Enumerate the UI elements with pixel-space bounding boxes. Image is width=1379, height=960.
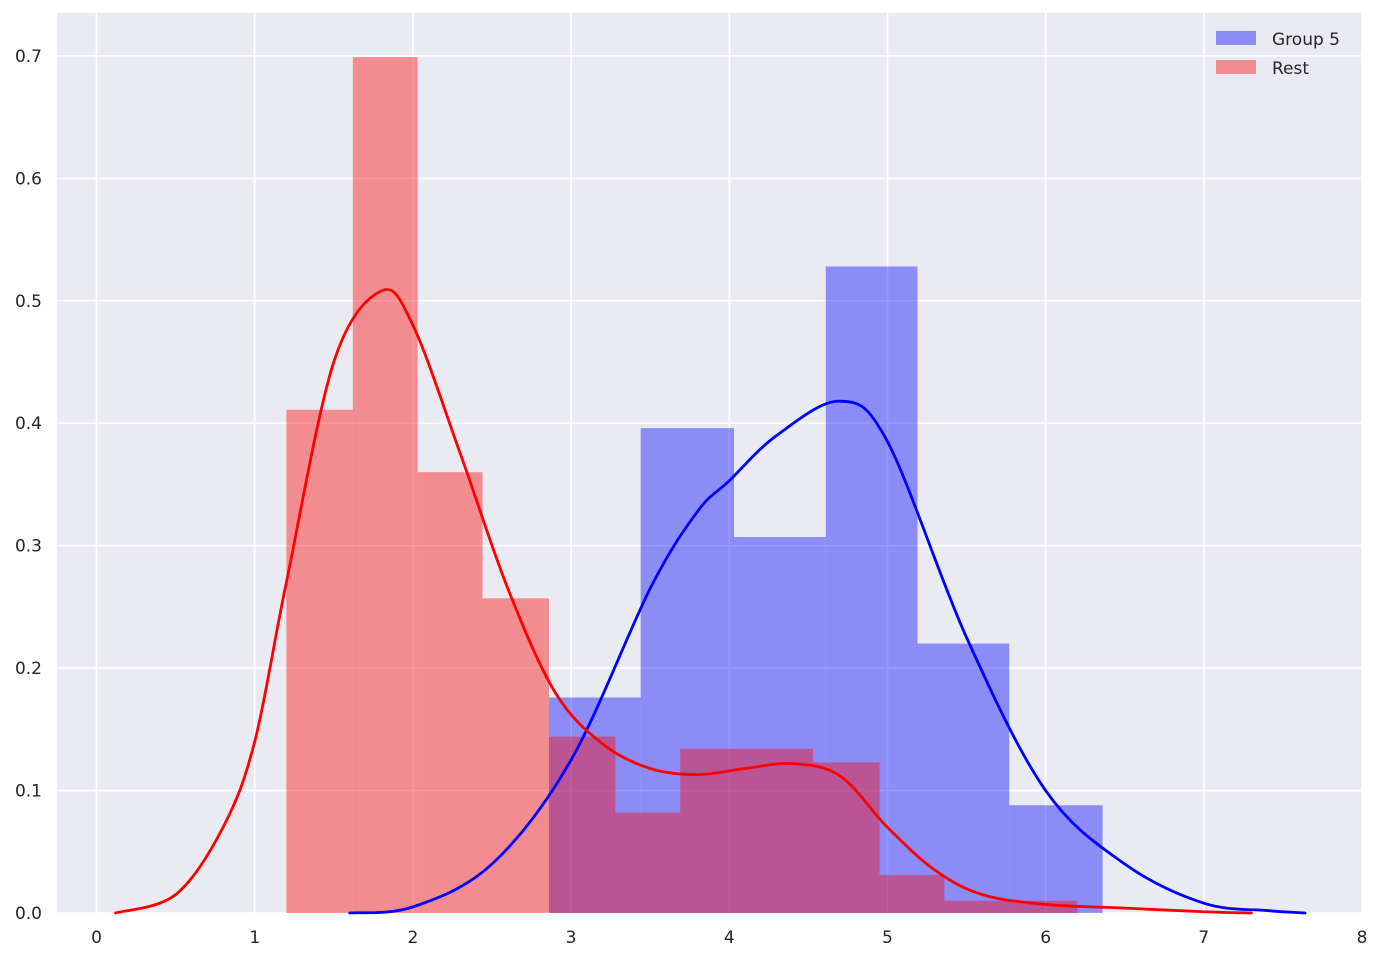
histogram-bar bbox=[879, 875, 945, 913]
legend-swatch bbox=[1216, 60, 1256, 74]
legend-label: Group 5 bbox=[1272, 30, 1340, 50]
histogram-bar bbox=[917, 643, 1010, 913]
y-tick-label: 0.0 bbox=[15, 904, 42, 924]
histogram-bar bbox=[482, 598, 549, 913]
legend-label: Rest bbox=[1272, 59, 1309, 79]
kde-curves bbox=[114, 288, 1307, 915]
histogram-bar bbox=[680, 748, 747, 913]
histogram-bar bbox=[548, 697, 641, 913]
y-tick-label: 0.7 bbox=[15, 47, 42, 67]
series-bars-rest bbox=[286, 57, 1078, 914]
histogram-bar bbox=[417, 472, 483, 913]
histogram-bars bbox=[286, 57, 1103, 914]
histogram-bar bbox=[640, 428, 735, 913]
x-tick-label: 6 bbox=[1040, 928, 1051, 948]
legend-swatch bbox=[1216, 31, 1256, 45]
x-tick-label: 1 bbox=[249, 928, 260, 948]
x-tick-label: 7 bbox=[1198, 928, 1209, 948]
x-tick-label: 4 bbox=[724, 928, 735, 948]
y-tick-label: 0.1 bbox=[15, 782, 42, 802]
histogram-bar bbox=[352, 57, 418, 914]
histogram-bar bbox=[615, 812, 681, 913]
histogram-bar bbox=[813, 762, 880, 913]
histogram-bar bbox=[825, 266, 918, 914]
histogram-bar bbox=[734, 537, 826, 913]
y-tick-label: 0.2 bbox=[15, 659, 42, 679]
y-tick-label: 0.6 bbox=[15, 169, 42, 189]
histogram-bar bbox=[286, 409, 353, 913]
y-tick-label: 0.4 bbox=[15, 414, 42, 434]
kde-line-group-5 bbox=[348, 399, 1307, 915]
y-tick-label: 0.3 bbox=[15, 537, 42, 557]
gridlines bbox=[57, 13, 1363, 914]
series-bars-group-5 bbox=[548, 266, 1103, 914]
axes: 0 1 2 3 4 5 6 7 8 0.0 0.1 0.2 0.3 0.4 0.5 0.6 0.7 bbox=[15, 47, 1367, 948]
x-tick-label: 2 bbox=[407, 928, 418, 948]
histogram-bar bbox=[944, 900, 1011, 913]
histogram-bar bbox=[1009, 805, 1103, 913]
histogram-bar bbox=[548, 736, 616, 913]
kde-line-rest bbox=[114, 288, 1253, 915]
x-tick-label: 3 bbox=[566, 928, 577, 948]
x-tick-label: 8 bbox=[1357, 928, 1368, 948]
x-tick-label: 5 bbox=[882, 928, 893, 948]
legend: Group 5 Rest bbox=[1216, 30, 1340, 79]
plot-background bbox=[57, 13, 1362, 913]
histogram-bar bbox=[746, 748, 814, 913]
x-tick-label: 0 bbox=[91, 928, 102, 948]
y-tick-label: 0.5 bbox=[15, 292, 42, 312]
